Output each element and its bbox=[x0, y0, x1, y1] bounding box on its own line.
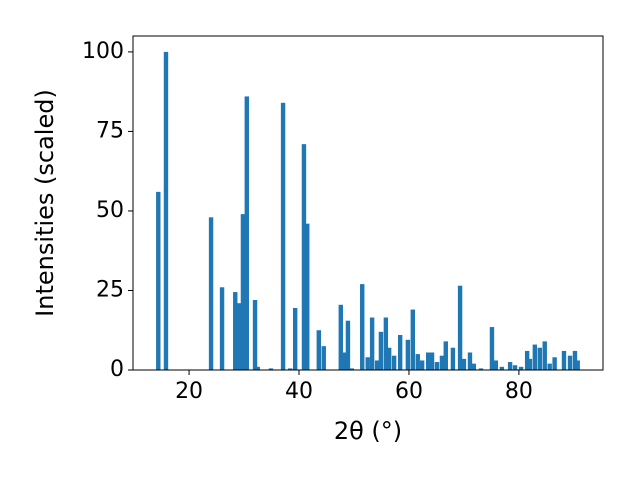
bar bbox=[552, 357, 557, 370]
y-tick-label: 50 bbox=[96, 198, 124, 223]
bar bbox=[386, 347, 392, 370]
bar bbox=[240, 214, 246, 370]
bar bbox=[450, 347, 456, 370]
x-tick-label: 40 bbox=[285, 379, 313, 404]
bar bbox=[316, 330, 321, 370]
bar bbox=[280, 102, 286, 371]
bar bbox=[467, 352, 473, 370]
bar bbox=[457, 285, 463, 370]
bar bbox=[518, 366, 524, 370]
bar bbox=[163, 51, 169, 371]
bar bbox=[405, 339, 411, 370]
bar bbox=[527, 358, 533, 370]
bar bbox=[512, 365, 518, 370]
bar bbox=[268, 368, 274, 370]
y-tick-label: 25 bbox=[96, 277, 124, 302]
bar bbox=[292, 307, 298, 370]
bar bbox=[252, 300, 258, 370]
bar bbox=[208, 217, 214, 370]
bar bbox=[301, 144, 307, 370]
bar bbox=[425, 352, 431, 370]
bar bbox=[349, 368, 354, 370]
bar bbox=[156, 191, 161, 370]
bar bbox=[288, 368, 293, 370]
bar bbox=[338, 304, 343, 370]
bar bbox=[419, 360, 425, 370]
y-tick-label: 100 bbox=[82, 39, 124, 64]
bar bbox=[499, 366, 505, 370]
bar bbox=[321, 346, 326, 370]
bar bbox=[547, 363, 552, 370]
bar bbox=[537, 347, 542, 370]
y-tick-label: 75 bbox=[96, 118, 124, 143]
bar bbox=[391, 355, 397, 370]
bar bbox=[415, 354, 420, 370]
bar bbox=[244, 96, 249, 370]
bar bbox=[383, 317, 389, 370]
bar bbox=[219, 287, 225, 370]
bar bbox=[489, 327, 495, 370]
x-tick-label: 60 bbox=[395, 379, 423, 404]
plot-frame bbox=[132, 35, 604, 371]
bar bbox=[478, 368, 484, 370]
y-tick-label: 0 bbox=[110, 357, 124, 382]
bar bbox=[572, 350, 578, 370]
bar bbox=[255, 366, 260, 370]
bar bbox=[443, 341, 448, 370]
bar bbox=[305, 223, 310, 370]
bar bbox=[233, 292, 238, 370]
x-axis-label: 2θ (°) bbox=[334, 417, 402, 445]
bar bbox=[410, 309, 415, 370]
bar bbox=[575, 360, 580, 370]
bar bbox=[561, 350, 567, 370]
bar bbox=[397, 335, 403, 370]
bar bbox=[378, 331, 384, 370]
bar bbox=[434, 362, 440, 370]
bar bbox=[524, 350, 530, 370]
bar bbox=[360, 284, 365, 370]
bar bbox=[542, 341, 547, 370]
bar bbox=[493, 360, 499, 370]
x-tick-label: 20 bbox=[175, 379, 203, 404]
bar bbox=[236, 303, 242, 370]
bar bbox=[374, 360, 380, 370]
bar bbox=[507, 362, 513, 370]
bar bbox=[429, 352, 435, 370]
bar bbox=[567, 355, 573, 370]
x-tick-label: 80 bbox=[505, 379, 533, 404]
bar bbox=[471, 363, 477, 370]
y-axis-label: Intensities (scaled) bbox=[31, 89, 59, 317]
bar bbox=[365, 357, 370, 370]
bar bbox=[461, 358, 467, 370]
bar bbox=[342, 352, 348, 370]
bar bbox=[369, 317, 375, 370]
bar bbox=[345, 320, 351, 370]
bar bbox=[532, 344, 538, 370]
bar bbox=[439, 355, 445, 370]
